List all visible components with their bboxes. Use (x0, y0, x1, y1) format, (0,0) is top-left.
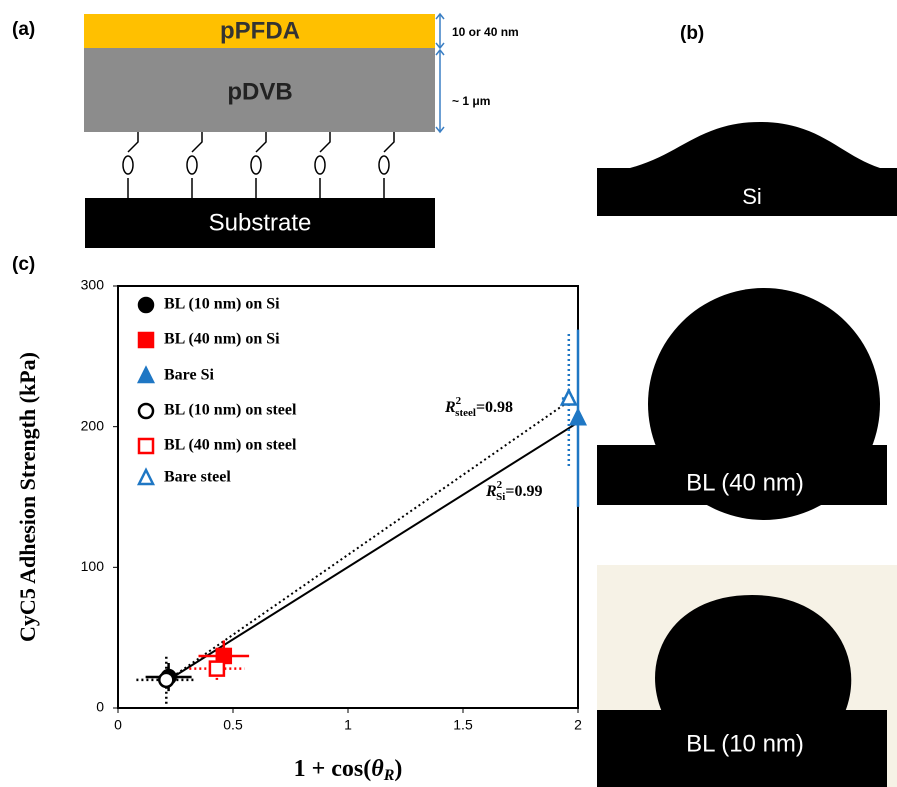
y-tick-label: 0 (96, 699, 104, 715)
y-tick-label: 200 (81, 417, 105, 433)
fit-label-part: Si (496, 491, 505, 503)
image-label: BL (40 nm) (686, 469, 804, 496)
legend-marker (139, 439, 153, 453)
marker (159, 673, 173, 687)
panel-label: (c) (12, 254, 35, 275)
thickness-label: 10 or 40 nm (452, 25, 519, 39)
legend-label: BL (40 nm) on steel (164, 437, 297, 454)
image-label: Si (742, 184, 762, 209)
x-axis-label: 1 + cos(θR) (294, 756, 403, 784)
legend-label: BL (10 nm) on steel (164, 402, 297, 419)
fit-label-part: steel (455, 407, 476, 419)
y-tick-label: 300 (81, 277, 105, 293)
legend-label: BL (40 nm) on Si (164, 331, 280, 348)
panel-label: (b) (680, 23, 704, 44)
legend-marker (139, 404, 153, 418)
linkers (123, 132, 394, 198)
legend-label: Bare steel (164, 469, 231, 486)
x-tick-label: 0.5 (223, 717, 243, 733)
fit-label-part: 2 (497, 479, 503, 491)
legend-label: BL (10 nm) on Si (164, 296, 280, 313)
layer-label: pPFDA (220, 17, 300, 44)
marker (571, 410, 585, 424)
legend-marker (139, 333, 153, 347)
image-label: BL (10 nm) (686, 730, 804, 757)
legend-marker (139, 368, 153, 382)
thickness-arrows (436, 14, 444, 132)
x-tick-label: 0 (114, 717, 122, 733)
panel-label: (a) (12, 19, 35, 40)
x-tick-label: 1.5 (453, 717, 473, 733)
thickness-label: ~ 1 μm (452, 94, 490, 108)
fit-line (169, 422, 578, 679)
fit-label-part: =0.98 (476, 399, 513, 416)
layer-label: pDVB (227, 78, 292, 105)
legend-marker (139, 298, 153, 312)
legend-marker (139, 470, 153, 484)
figure: (a) pPFDA pDVB Substrate 10 or 40 nm ~ 1… (0, 0, 897, 787)
substrate-label: Substrate (209, 209, 312, 236)
marker (210, 662, 224, 676)
fit-label-part: 2 (456, 395, 462, 407)
fit-label-part: =0.99 (505, 483, 542, 500)
y-axis-label: CyC5 Adhesion Strength (kPa) (15, 352, 40, 642)
x-tick-label: 2 (574, 717, 582, 733)
y-tick-label: 100 (81, 558, 105, 574)
x-tick-label: 1 (344, 717, 352, 733)
legend-label: Bare Si (164, 367, 214, 384)
